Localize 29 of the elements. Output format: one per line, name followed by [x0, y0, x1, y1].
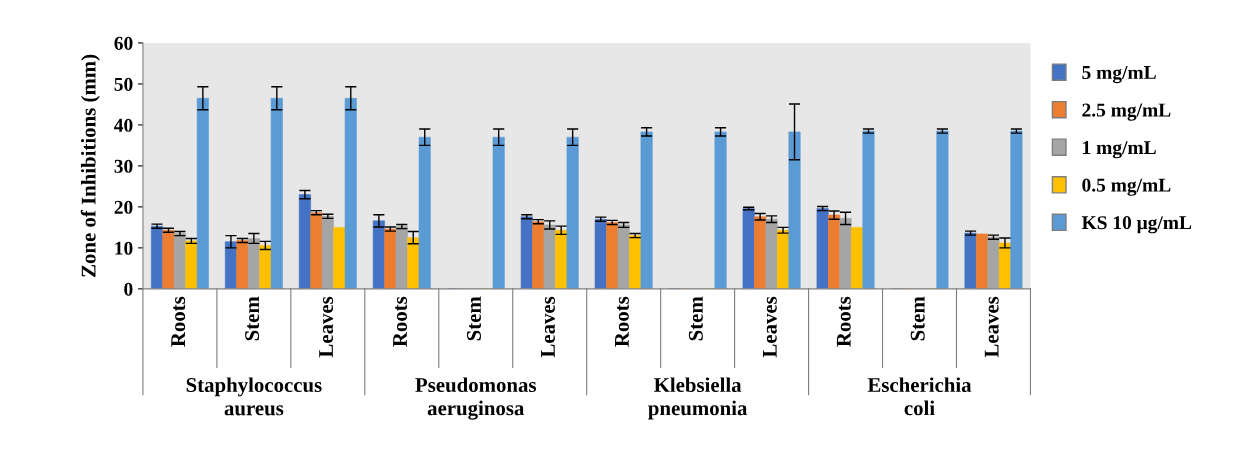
text: Staphylococcus aureus	[186, 377, 322, 416]
x-tick-label: Stem	[245, 296, 260, 341]
y-tick-label: 20	[114, 200, 133, 214]
text: Escherichia coli	[867, 377, 972, 416]
x-tick-label: Leaves	[319, 296, 334, 358]
x-tick-label: Leaves	[984, 296, 999, 358]
x-tick-label: Stem	[688, 296, 703, 341]
y-tick-label: 40	[114, 118, 133, 132]
y-tick-label: 60	[114, 36, 133, 50]
x-tick-label: Leaves	[541, 296, 555, 358]
x-tick-label: Roots	[615, 296, 629, 347]
y-tick-label: 0	[124, 282, 133, 296]
legend-label: 5 mg/mL	[1082, 66, 1156, 84]
x-tick-label: Stem	[466, 296, 481, 341]
legend-label: 0.5 mg/mL	[1082, 178, 1171, 196]
legend-label: 2.5 mg/mL	[1082, 103, 1171, 121]
y-tick-label: 50	[114, 77, 133, 91]
x-tick-label: Roots	[836, 296, 851, 347]
x-tick-label: Stem	[910, 296, 925, 341]
legend-label: KS 10 μg/mL	[1081, 216, 1192, 234]
y-tick-label: 10	[115, 241, 133, 255]
x-tick-label: Roots	[393, 296, 408, 347]
y-tick-label: 30	[114, 159, 133, 173]
text: Pseudomonas aeruginosa	[415, 377, 537, 420]
legend-label: 1 mg/mL	[1083, 141, 1156, 159]
text: Klebsiella pneumonia	[648, 377, 748, 420]
x-tick-label: Roots	[171, 296, 186, 347]
y-axis-title: Zone of Inhibitions (mm)	[80, 54, 100, 277]
x-tick-label: Leaves	[762, 296, 777, 358]
